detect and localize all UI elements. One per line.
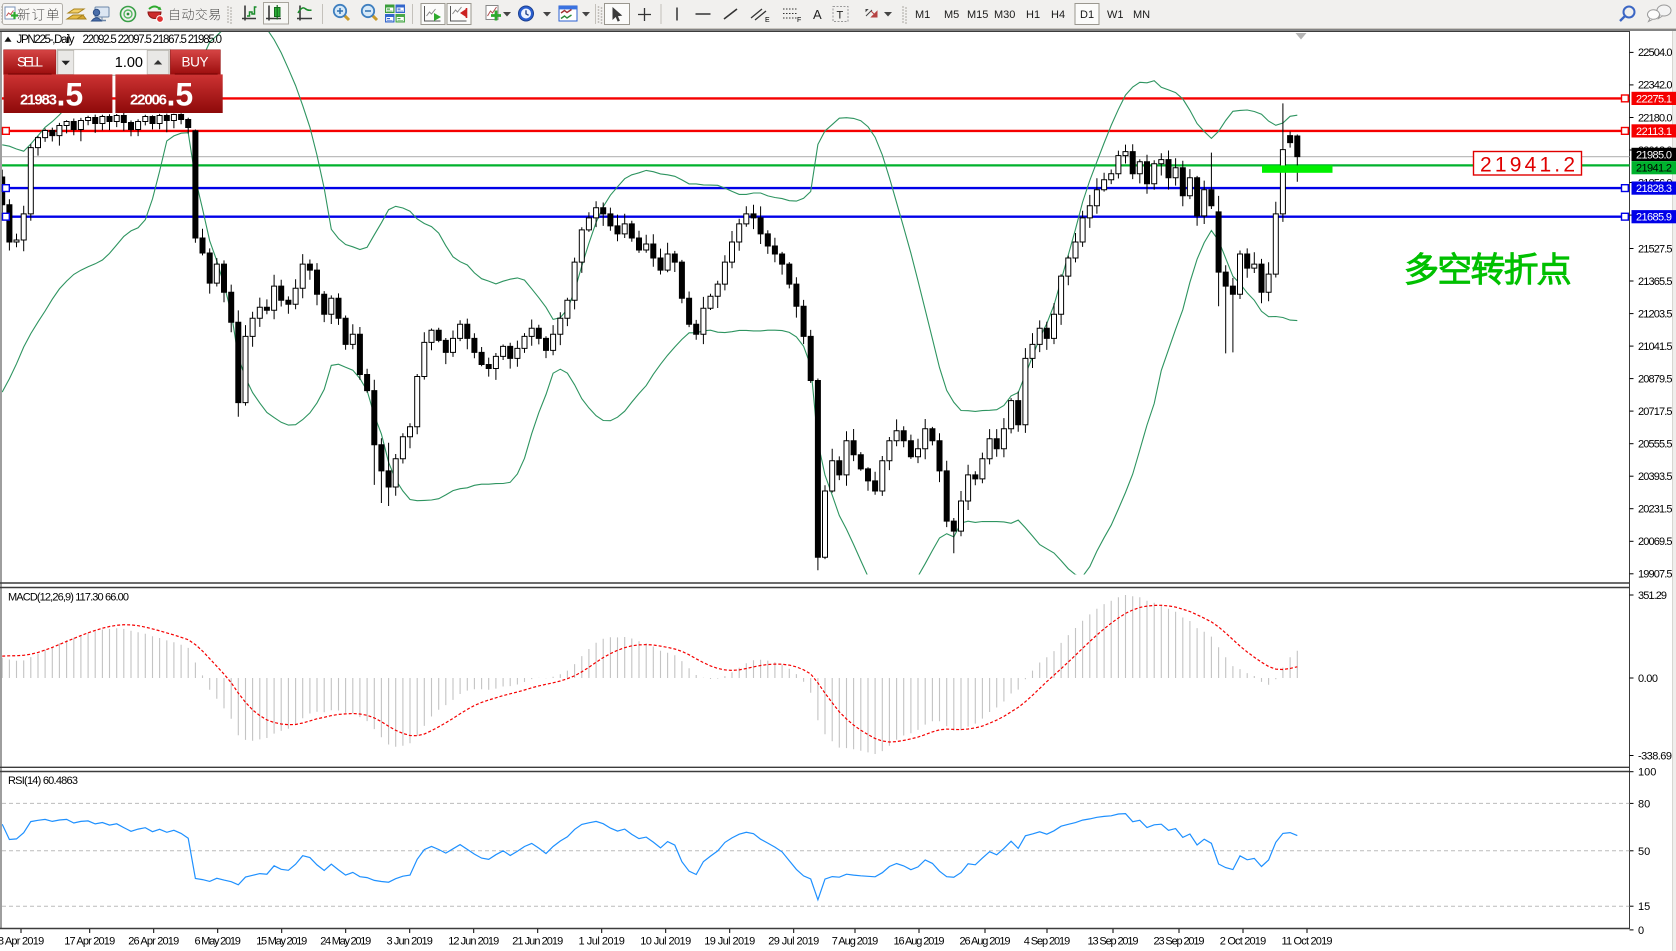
- svg-text:22113.1: 22113.1: [1636, 126, 1672, 138]
- svg-text:M5: M5: [944, 9, 959, 21]
- svg-text:351.29: 351.29: [1638, 590, 1667, 602]
- svg-text:SELL: SELL: [17, 55, 43, 70]
- svg-text:13 Sep 2019: 13 Sep 2019: [1088, 936, 1139, 948]
- svg-text:1 Jul 2019: 1 Jul 2019: [579, 936, 625, 948]
- svg-text:M30: M30: [994, 9, 1015, 21]
- svg-text:15 May 2019: 15 May 2019: [256, 936, 307, 948]
- svg-text:W1: W1: [1107, 9, 1124, 21]
- svg-text:3 Jun 2019: 3 Jun 2019: [387, 936, 433, 948]
- svg-text:21685.9: 21685.9: [1636, 212, 1672, 224]
- svg-text:MN: MN: [1133, 9, 1150, 21]
- svg-text:11 Oct 2019: 11 Oct 2019: [1282, 936, 1333, 948]
- svg-text:22275.1: 22275.1: [1636, 93, 1672, 105]
- svg-text:.5: .5: [167, 77, 194, 113]
- svg-text:21527.5: 21527.5: [1638, 243, 1673, 255]
- svg-text:29 Jul 2019: 29 Jul 2019: [768, 936, 819, 948]
- svg-text:E: E: [765, 17, 770, 24]
- svg-text:26 Aug 2019: 26 Aug 2019: [960, 936, 1011, 948]
- svg-text:F: F: [797, 17, 801, 24]
- svg-text:20069.5: 20069.5: [1638, 536, 1673, 548]
- svg-text:0.00: 0.00: [1638, 673, 1658, 685]
- svg-text:20231.5: 20231.5: [1638, 504, 1673, 516]
- svg-text:100: 100: [1638, 767, 1656, 779]
- svg-text:T: T: [837, 10, 844, 22]
- svg-text:22342.0: 22342.0: [1638, 80, 1673, 92]
- svg-text:21983: 21983: [20, 92, 57, 109]
- svg-text:21985.0: 21985.0: [1636, 149, 1672, 161]
- svg-text:0: 0: [1638, 925, 1644, 937]
- svg-text:H4: H4: [1051, 9, 1065, 21]
- svg-text:JPN225-,Daily: JPN225-,Daily: [17, 34, 75, 46]
- svg-text:21828.3: 21828.3: [1636, 183, 1672, 195]
- svg-text:50: 50: [1638, 846, 1650, 858]
- svg-text:6 May 2019: 6 May 2019: [195, 936, 241, 948]
- svg-text:1.00: 1.00: [115, 55, 143, 71]
- svg-text:15: 15: [1638, 901, 1650, 913]
- svg-text:20717.5: 20717.5: [1638, 406, 1673, 418]
- svg-text:20879.5: 20879.5: [1638, 373, 1673, 385]
- svg-text:RSI(14) 60.4863: RSI(14) 60.4863: [8, 775, 78, 787]
- svg-text:21041.5: 21041.5: [1638, 341, 1673, 353]
- svg-text:20393.5: 20393.5: [1638, 471, 1673, 483]
- svg-text:80: 80: [1638, 798, 1650, 810]
- svg-text:D1: D1: [1080, 9, 1094, 21]
- svg-text:16 Aug 2019: 16 Aug 2019: [894, 936, 945, 948]
- svg-text:21941.2: 21941.2: [1636, 163, 1672, 175]
- svg-text:4 Sep 2019: 4 Sep 2019: [1024, 936, 1070, 948]
- svg-text:22504.0: 22504.0: [1638, 47, 1673, 59]
- svg-text:20555.5: 20555.5: [1638, 439, 1673, 451]
- svg-text:A: A: [813, 7, 822, 22]
- svg-text:12 Jun 2019: 12 Jun 2019: [448, 936, 499, 948]
- svg-text:7 Aug 2019: 7 Aug 2019: [832, 936, 878, 948]
- svg-text:23 Sep 2019: 23 Sep 2019: [1154, 936, 1205, 948]
- svg-text:21203.5: 21203.5: [1638, 308, 1673, 320]
- svg-text:24 May 2019: 24 May 2019: [320, 936, 371, 948]
- svg-text:21 Jun 2019: 21 Jun 2019: [512, 936, 563, 948]
- svg-text:21365.5: 21365.5: [1638, 276, 1673, 288]
- svg-text:M1: M1: [915, 9, 930, 21]
- svg-text:-338.69: -338.69: [1638, 750, 1672, 762]
- svg-text:19907.5: 19907.5: [1638, 569, 1673, 581]
- svg-text:2 Oct 2019: 2 Oct 2019: [1220, 936, 1266, 948]
- svg-text:26 Apr 2019: 26 Apr 2019: [128, 936, 179, 948]
- svg-text:19 Jul 2019: 19 Jul 2019: [704, 936, 755, 948]
- svg-text:8 Apr 2019: 8 Apr 2019: [0, 936, 44, 948]
- svg-text:.5: .5: [57, 77, 84, 113]
- svg-text:22006: 22006: [130, 92, 167, 109]
- svg-text:22180.0: 22180.0: [1638, 112, 1673, 124]
- svg-text:10 Jul 2019: 10 Jul 2019: [640, 936, 691, 948]
- svg-text:22092.5 22097.5 21867.5 21985.: 22092.5 22097.5 21867.5 21985.0: [83, 34, 223, 46]
- svg-text:MACD(12,26,9) 117.30 66.00: MACD(12,26,9) 117.30 66.00: [8, 592, 129, 604]
- svg-text:BUY: BUY: [182, 55, 209, 70]
- svg-text:17 Apr 2019: 17 Apr 2019: [64, 936, 115, 948]
- svg-text:M15: M15: [967, 9, 988, 21]
- svg-text:H1: H1: [1026, 9, 1040, 21]
